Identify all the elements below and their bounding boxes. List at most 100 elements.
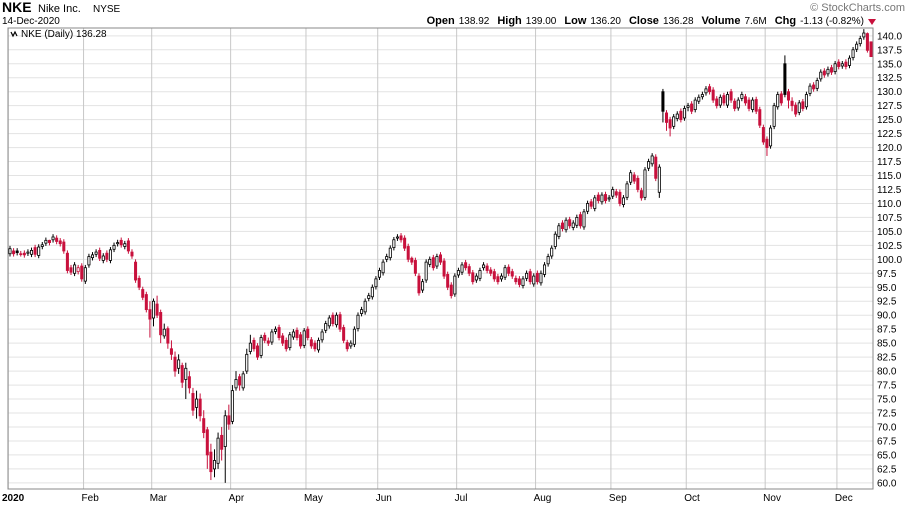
x-tick-label: Jun (376, 493, 392, 504)
candle-body (815, 80, 819, 89)
candle-body (672, 116, 676, 127)
candle-body (169, 348, 173, 355)
candle-body (410, 257, 414, 263)
candle-body (15, 250, 19, 254)
candle-body (514, 277, 518, 283)
candle-body (26, 251, 30, 254)
candle-body (855, 43, 859, 50)
y-tick-label: 85.0 (877, 339, 897, 350)
candle-body (91, 254, 95, 259)
y-tick-label: 107.5 (877, 213, 902, 224)
candle-body (449, 284, 453, 297)
y-tick-label: 92.5 (877, 297, 897, 308)
candle-body (324, 323, 328, 331)
candle-body (600, 194, 604, 203)
candle-body (65, 252, 69, 271)
candle-body (543, 264, 547, 275)
candle-body (639, 190, 643, 199)
candle-body (632, 174, 636, 182)
candle-body (535, 272, 539, 283)
candle-body (159, 312, 163, 336)
candle-body (83, 267, 87, 282)
candle-body (575, 217, 579, 226)
candle-body (216, 437, 220, 464)
legend-icon (10, 30, 18, 38)
candle-body (693, 99, 697, 110)
candle-body (245, 353, 249, 372)
candle-body (578, 214, 582, 227)
candle-body (191, 393, 195, 411)
candle-body (101, 255, 105, 261)
candle-body (844, 61, 848, 67)
candle-body (403, 237, 407, 249)
candle-body (510, 271, 514, 277)
candle-body (604, 194, 608, 202)
legend: NKE (Daily) 136.28 (21, 29, 107, 40)
candle-body (568, 219, 572, 227)
candle-body (779, 93, 783, 104)
y-tick-label: 100.0 (877, 255, 902, 266)
quote-label: Low (564, 15, 586, 27)
candle-body (607, 197, 611, 200)
candle-body (234, 379, 238, 389)
plot: 60.0 62.5 65.0 67.5 70.0 72.5 75.0 77.5 80.0 82.5… (2, 28, 902, 504)
candle-body (708, 86, 712, 93)
candle-body (557, 225, 561, 237)
candle-body (356, 314, 360, 330)
candle-body (438, 254, 443, 263)
symbol: NKE (2, 0, 32, 15)
candle-body (349, 342, 353, 347)
y-tick-label: 130.0 (877, 87, 902, 98)
candle-body (177, 359, 181, 369)
candle-body (772, 105, 776, 127)
y-tick-label: 127.5 (877, 101, 902, 112)
candle-body (725, 94, 730, 106)
candle-body (833, 63, 837, 72)
candle-body (320, 331, 324, 341)
candle-body (395, 236, 399, 239)
y-tick-label: 90.0 (877, 311, 897, 322)
candle-body (740, 94, 744, 99)
candle-body (266, 340, 270, 344)
y-tick-label: 80.0 (877, 367, 897, 378)
candle-body (212, 460, 216, 470)
quote-value: 136.28 (663, 16, 694, 27)
y-tick-label: 67.5 (877, 436, 897, 447)
candle-body (442, 260, 446, 277)
x-tick-label: Oct (684, 493, 700, 504)
candle-body (317, 339, 321, 351)
candle-body (227, 415, 231, 425)
candle-body (453, 275, 457, 295)
candle-body (517, 278, 521, 285)
candle-body (40, 244, 44, 247)
candle-body (112, 244, 116, 250)
candle-body (295, 329, 299, 338)
candle-body (804, 94, 808, 108)
candle-body (223, 415, 227, 447)
candle-body (155, 303, 159, 316)
candle-body (44, 239, 48, 244)
quote-value: 7.6M (744, 16, 766, 27)
candle-body (166, 328, 170, 344)
candle-body (743, 96, 747, 104)
candle-body (105, 252, 109, 260)
credit: © StockCharts.com (810, 2, 905, 14)
candle-body (471, 272, 475, 283)
candle-body (288, 334, 292, 349)
candle-body (718, 96, 722, 106)
candle-body (241, 373, 245, 389)
candle-body (205, 429, 209, 456)
candle-body (847, 57, 851, 66)
candle-body (715, 98, 719, 107)
candle-body (151, 300, 156, 319)
candle-body (869, 41, 873, 58)
y-tick-label: 72.5 (877, 409, 897, 420)
y-tick-label: 115.0 (877, 171, 902, 182)
y-tick-label: 137.5 (877, 45, 902, 56)
candle-body (98, 249, 102, 259)
date: 14-Dec-2020 (2, 16, 60, 27)
candle-body (786, 91, 790, 101)
candle-body (521, 278, 525, 287)
candle-body (830, 67, 834, 73)
